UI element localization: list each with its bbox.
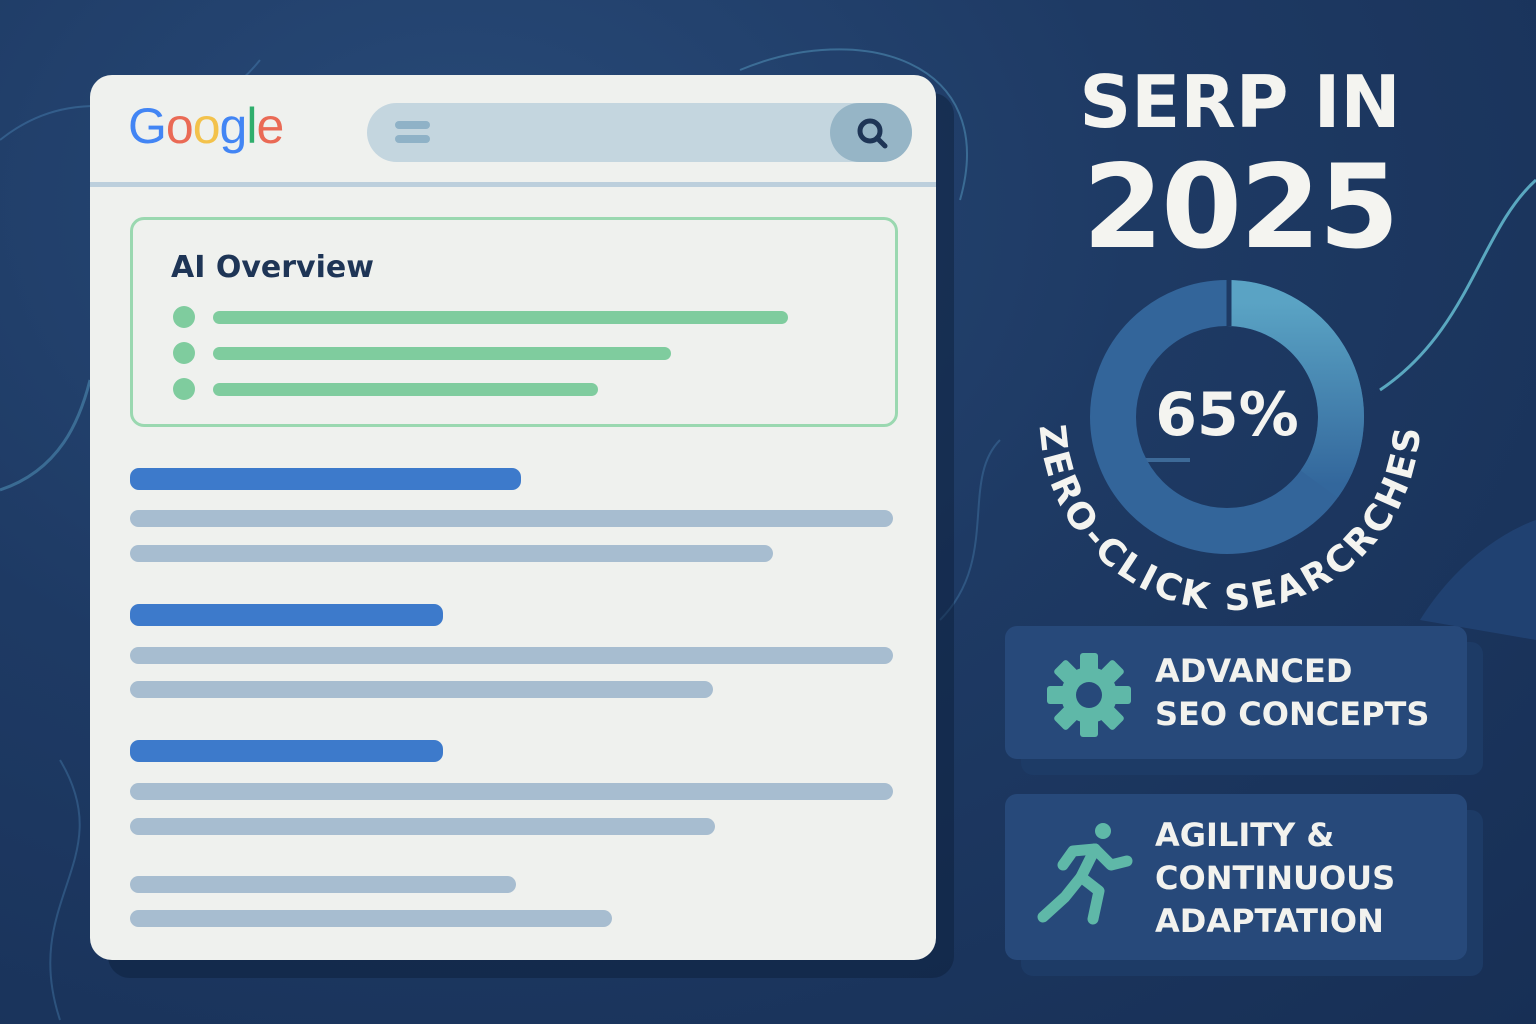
feature-agility: AGILITY & CONTINUOUS ADAPTATION [1005, 794, 1467, 960]
result-snippet-line [130, 647, 893, 664]
menu-icon[interactable] [395, 121, 430, 149]
feature-line: SEO CONCEPTS [1155, 695, 1430, 733]
result-snippet-line [130, 910, 612, 927]
stat-value: 65% [1155, 380, 1299, 450]
google-logo: Google [128, 98, 284, 154]
feature-line: AGILITY & [1155, 816, 1335, 854]
result-snippet-line [130, 681, 713, 698]
header-divider [90, 182, 936, 187]
zero-click-donut: 65% ZERO-CLICK SEARCRCHES [1031, 280, 1426, 619]
result-snippet-line [130, 818, 715, 835]
headline-line2: 2025 [1082, 140, 1400, 275]
result-title-link[interactable] [130, 740, 443, 762]
feature-line: ADAPTATION [1155, 902, 1384, 940]
result-snippet-line [130, 510, 893, 527]
result-title-link[interactable] [130, 604, 443, 626]
ai-overview-panel: AI Overview [130, 217, 898, 427]
feature-line: CONTINUOUS [1155, 859, 1396, 897]
running-person-icon [1037, 823, 1133, 925]
result-snippet-line [130, 545, 773, 562]
result-snippet-line [130, 876, 516, 893]
result-title-link[interactable] [130, 468, 521, 490]
ai-overview-title: AI Overview [171, 250, 374, 285]
donut-highlight-segment [1226, 280, 1364, 498]
feature-line: ADVANCED [1155, 652, 1353, 690]
gear-icon [1047, 653, 1131, 737]
search-button[interactable] [830, 103, 912, 162]
search-icon [857, 118, 888, 149]
search-results-mockup: Google AI Overview [90, 75, 936, 960]
headline-line1: SERP IN [1079, 60, 1401, 144]
search-input[interactable] [367, 103, 912, 162]
feature-advanced-seo: ADVANCED SEO CONCEPTS [1005, 626, 1467, 759]
result-snippet-line [130, 783, 893, 800]
